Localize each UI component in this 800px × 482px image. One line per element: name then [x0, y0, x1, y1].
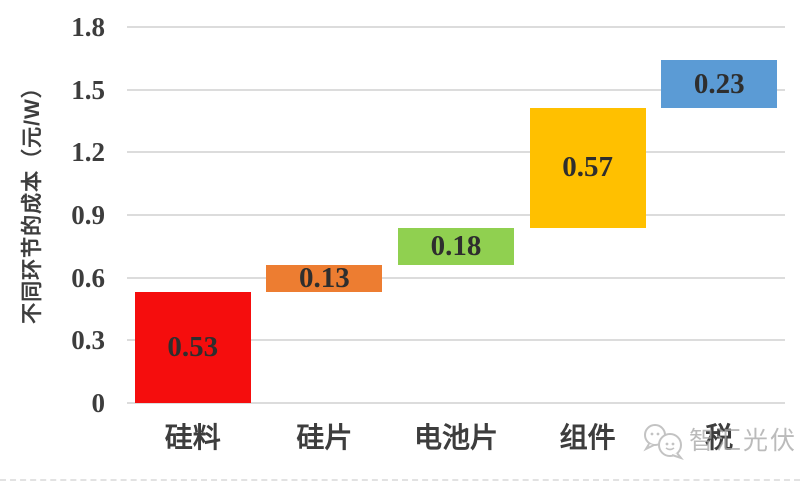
- waterfall-bar: 0.18: [398, 227, 514, 266]
- gridline: [127, 339, 785, 342]
- bar-value-label: 0.53: [167, 331, 219, 364]
- y-tick-label: 0.3: [71, 325, 105, 356]
- gridline: [127, 276, 785, 279]
- bar-value-label: 0.57: [562, 151, 613, 184]
- waterfall-bar: 0.23: [661, 60, 778, 109]
- y-tick-label: 1.2: [71, 137, 105, 168]
- gridline: [127, 214, 785, 216]
- x-category-label: 电池片: [413, 422, 498, 453]
- gridline: [127, 88, 785, 91]
- y-tick-label: 1.8: [71, 12, 105, 42]
- y-tick-label: 0.6: [71, 262, 105, 293]
- x-category-label: 税: [705, 422, 734, 453]
- bar-value-label: 0.18: [430, 229, 482, 262]
- waterfall-bar: 0.53: [134, 292, 251, 403]
- x-category-label: 硅片: [296, 422, 353, 453]
- bar-value-label: 0.23: [693, 67, 745, 100]
- y-tick-label: 1.5: [71, 74, 105, 105]
- y-tick-label: 0.9: [71, 200, 105, 230]
- bar-value-label: 0.13: [299, 262, 350, 295]
- gridline: [127, 151, 785, 154]
- waterfall-bar: 0.13: [266, 262, 383, 295]
- bottom-divider: [0, 479, 800, 481]
- waterfall-bar: 0.57: [529, 108, 646, 228]
- x-category-label: 硅料: [164, 422, 221, 453]
- gridline: [127, 402, 785, 404]
- y-tick-label: 0: [91, 388, 106, 418]
- gridline: [127, 26, 785, 28]
- x-category-label: 组件: [559, 422, 616, 453]
